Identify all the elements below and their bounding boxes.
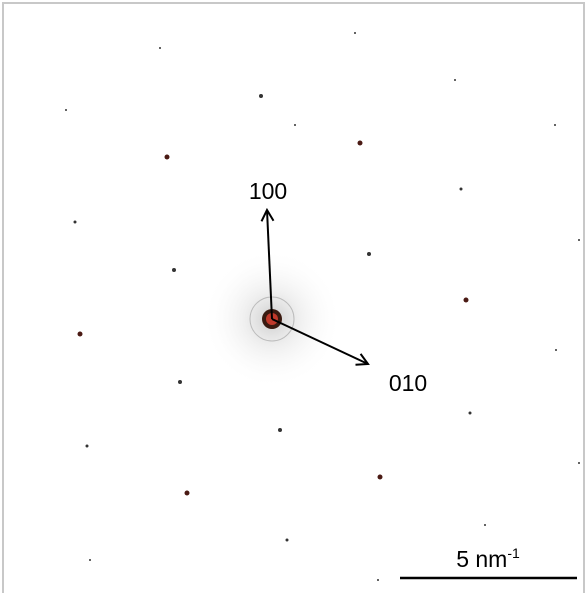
- diffraction-spot: [460, 188, 463, 191]
- diffraction-spot: [358, 141, 363, 146]
- diffraction-spot: [377, 579, 379, 581]
- scale-bar-exponent: -1: [507, 545, 520, 561]
- direction-label: 010: [389, 370, 427, 396]
- diffraction-figure: 100 010 5 nm-1: [0, 0, 587, 593]
- diffraction-spot: [159, 47, 161, 49]
- diffraction-spot: [172, 268, 176, 272]
- diffraction-spot: [65, 109, 67, 111]
- diffraction-spot: [185, 491, 190, 496]
- diffraction-spot: [89, 559, 91, 561]
- diffraction-spot: [178, 380, 182, 384]
- diffraction-spot: [86, 445, 89, 448]
- diffraction-spot: [286, 539, 289, 542]
- diffraction-spot: [78, 332, 83, 337]
- diffraction-spot: [554, 124, 556, 126]
- direction-label: 100: [249, 178, 287, 204]
- diffraction-spot: [259, 94, 263, 98]
- diffraction-spot: [454, 79, 456, 81]
- page: 100 010 5 nm-1 (() => { const data = JSO…: [0, 0, 587, 593]
- diffraction-spot: [464, 298, 469, 303]
- scale-bar-text: 5 nm: [456, 546, 507, 572]
- diffraction-spot: [378, 475, 383, 480]
- diffraction-spot: [367, 252, 371, 256]
- diffraction-spot: [354, 32, 356, 34]
- diffraction-spot: [484, 524, 486, 526]
- diffraction-spot: [278, 428, 282, 432]
- diffraction-spot: [294, 124, 296, 126]
- diffraction-spot: [578, 239, 580, 241]
- diffraction-spot: [165, 155, 170, 160]
- diffraction-spot: [555, 349, 557, 351]
- diffraction-spot: [74, 221, 77, 224]
- diffraction-spot: [469, 412, 472, 415]
- diffraction-spot: [578, 462, 580, 464]
